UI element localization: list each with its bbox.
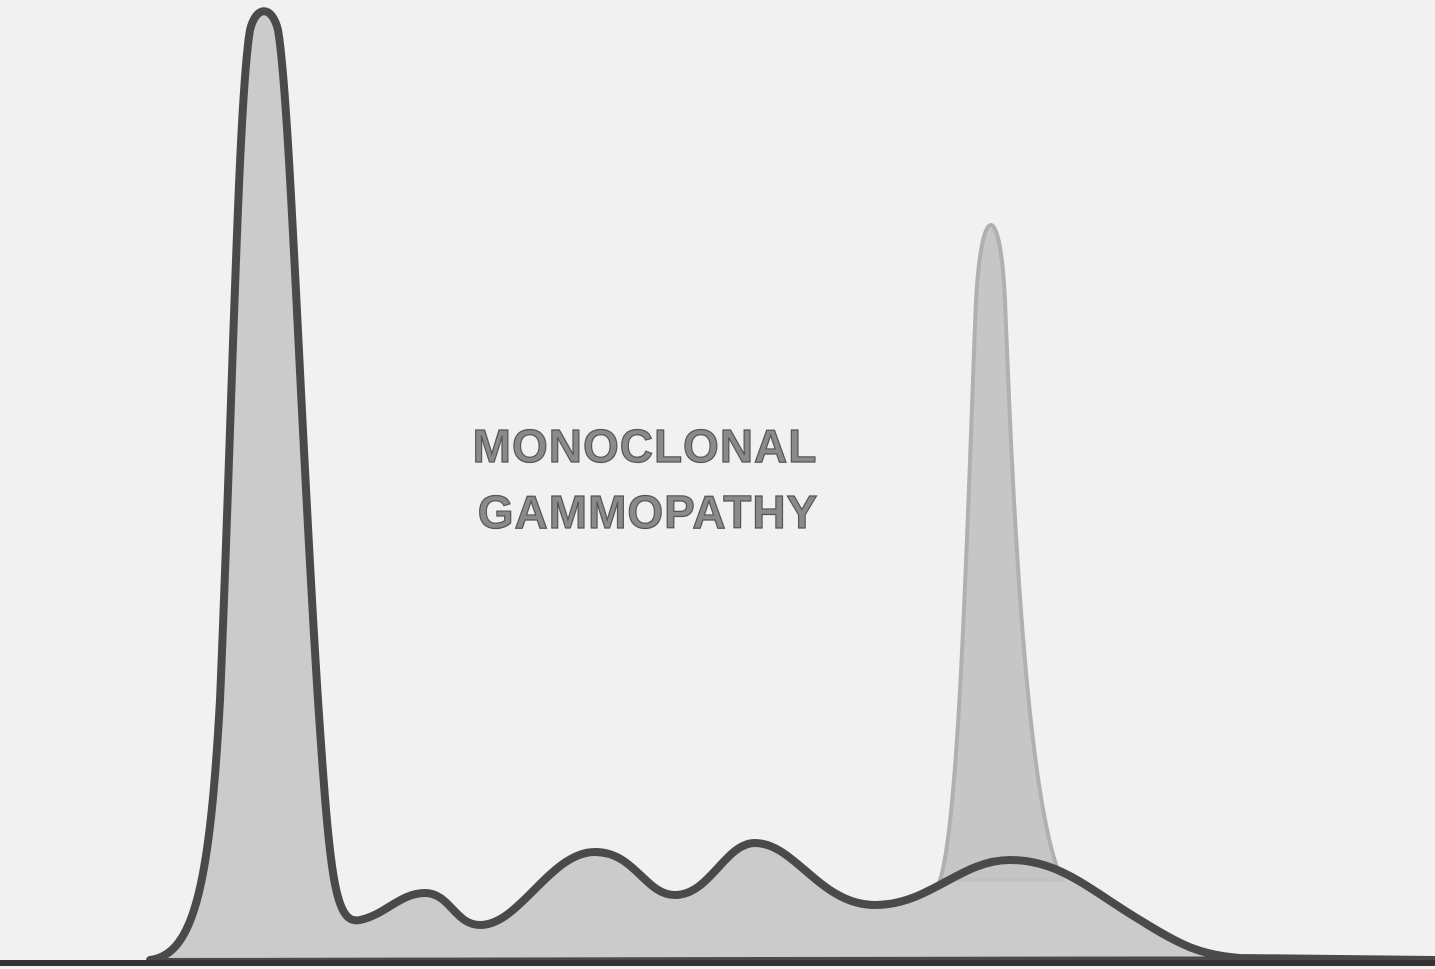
label-line: GAMMOPATHY [478, 486, 819, 538]
protein-curve [146, 7, 1435, 966]
label-line: MONOCLONAL [473, 420, 818, 472]
monoclonal-spike [937, 223, 1066, 882]
